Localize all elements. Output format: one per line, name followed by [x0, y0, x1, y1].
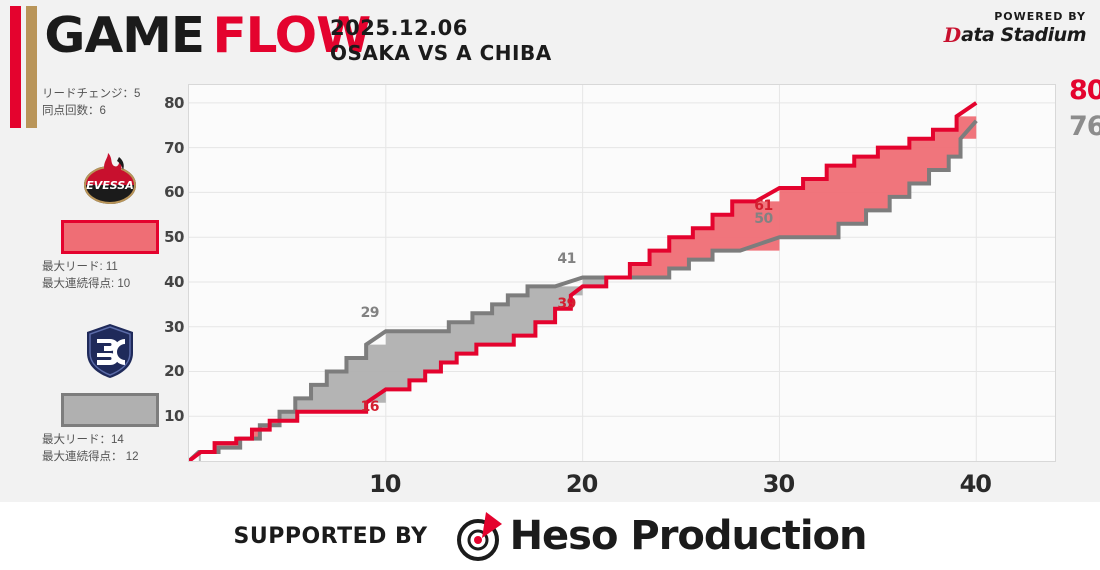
- osaka-max-run: 最大連続得点: 10: [42, 278, 131, 290]
- sidebar: リードチェンジ：5 同点回数：6 EVESSA 最大リード: 11 最大連続得点: [40, 86, 180, 476]
- tie-count-stat: 同点回数：6: [42, 105, 106, 117]
- x-tick-label: 40: [959, 470, 992, 498]
- title-flow: FLOW: [212, 7, 372, 64]
- osaka-max-lead: 最大リード: 11: [42, 261, 118, 273]
- altiri-chiba-logo: [40, 315, 180, 387]
- heso-production-logo: Heso Production: [452, 510, 868, 562]
- final-score-chiba: 76: [1069, 110, 1100, 142]
- y-tick-label: 30: [164, 317, 184, 336]
- osaka-evessa-logo: EVESSA: [40, 142, 180, 214]
- supported-by-label: SUPPORTED BY: [233, 523, 428, 549]
- y-tick-label: 10: [164, 407, 184, 426]
- powered-by-block: POWERED BY D ata Stadium: [943, 10, 1087, 47]
- data-stadium-name: ata Stadium: [961, 24, 1086, 46]
- altiri-chiba-logo-mark: [87, 324, 133, 378]
- data-stadium-logo: D ata Stadium: [943, 23, 1087, 47]
- chiba-max-lead: 最大リード：14: [42, 434, 124, 446]
- match-teams: OSAKA VS A CHIBA: [330, 41, 552, 65]
- y-tick-label: 70: [164, 138, 184, 157]
- game-flow-chart: [188, 84, 1056, 462]
- powered-by-label: POWERED BY: [994, 10, 1086, 23]
- header-accent-bars: [10, 6, 40, 128]
- heso-production-name: Heso Production: [509, 513, 868, 559]
- score-annotation: 39: [557, 296, 576, 313]
- svg-text:EVESSA: EVESSA: [86, 179, 134, 192]
- y-tick-label: 60: [164, 183, 184, 202]
- title-game: GAME: [44, 7, 205, 64]
- page-title: GAME FLOW: [44, 7, 372, 64]
- lead-change-stat: リードチェンジ：5: [42, 88, 141, 100]
- data-stadium-mark: D: [943, 23, 962, 47]
- score-annotation: 41: [557, 251, 576, 268]
- x-tick-label: 30: [762, 470, 795, 498]
- y-tick-label: 80: [164, 93, 184, 112]
- game-summary-stats: リードチェンジ：5 同点回数：6: [40, 86, 180, 120]
- score-annotation: 50: [754, 211, 773, 228]
- accent-bar-red: [10, 6, 21, 128]
- score-annotation: 16: [360, 399, 380, 416]
- score-annotation: 29: [360, 305, 380, 322]
- y-tick-label: 40: [164, 272, 184, 291]
- final-score-osaka: 80: [1069, 74, 1100, 106]
- match-meta: 2025.12.06 OSAKA VS A CHIBA: [330, 16, 552, 66]
- accent-bar-tan: [26, 6, 37, 128]
- legend-team-osaka: EVESSA 最大リード: 11 最大連続得点: 10: [40, 142, 180, 293]
- legend-swatch-osaka: [61, 220, 159, 254]
- x-tick-label: 10: [369, 470, 401, 498]
- y-axis: 10 20 30 40 50 60 70 80: [150, 84, 184, 462]
- score-annotation: 61: [754, 197, 773, 214]
- match-date: 2025.12.06: [330, 16, 468, 40]
- x-axis: 10 20 30 40: [188, 466, 1056, 500]
- y-tick-label: 50: [164, 228, 184, 247]
- chiba-team-stats: 最大リード：14 最大連続得点： 12: [40, 432, 180, 466]
- legend-swatch-chiba: [61, 393, 159, 427]
- heso-target-icon: [456, 512, 502, 561]
- footer-sponsor-bar: SUPPORTED BY Heso Production: [0, 502, 1100, 570]
- y-tick-label: 20: [164, 362, 184, 381]
- legend-team-chiba: 最大リード：14 最大連続得点： 12: [40, 315, 180, 466]
- osaka-evessa-logo-mark: EVESSA: [84, 153, 136, 204]
- osaka-team-stats: 最大リード: 11 最大連続得点: 10: [40, 259, 180, 293]
- x-tick-label: 20: [565, 470, 598, 498]
- chart-plot-area: [189, 85, 1055, 461]
- chiba-max-run: 最大連続得点： 12: [42, 451, 139, 463]
